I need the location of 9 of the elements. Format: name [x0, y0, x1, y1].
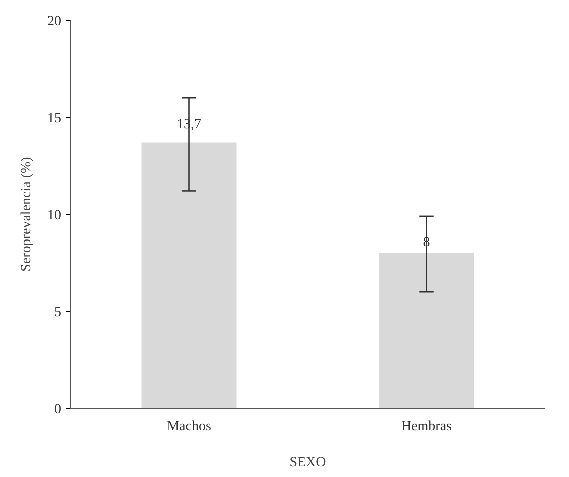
- y-tick-label: 5: [54, 306, 62, 320]
- x-tick-label: Hembras: [401, 420, 452, 434]
- y-axis-title: Seroprevalencia (%): [20, 156, 34, 272]
- x-axis-title: SEXO: [290, 456, 326, 470]
- y-tick-label: 0: [54, 402, 62, 418]
- y-tick-label: 10: [48, 208, 62, 224]
- y-tick-label: 20: [48, 14, 62, 30]
- x-tick-label: Machos: [167, 420, 212, 434]
- y-tick-label: 15: [48, 112, 62, 126]
